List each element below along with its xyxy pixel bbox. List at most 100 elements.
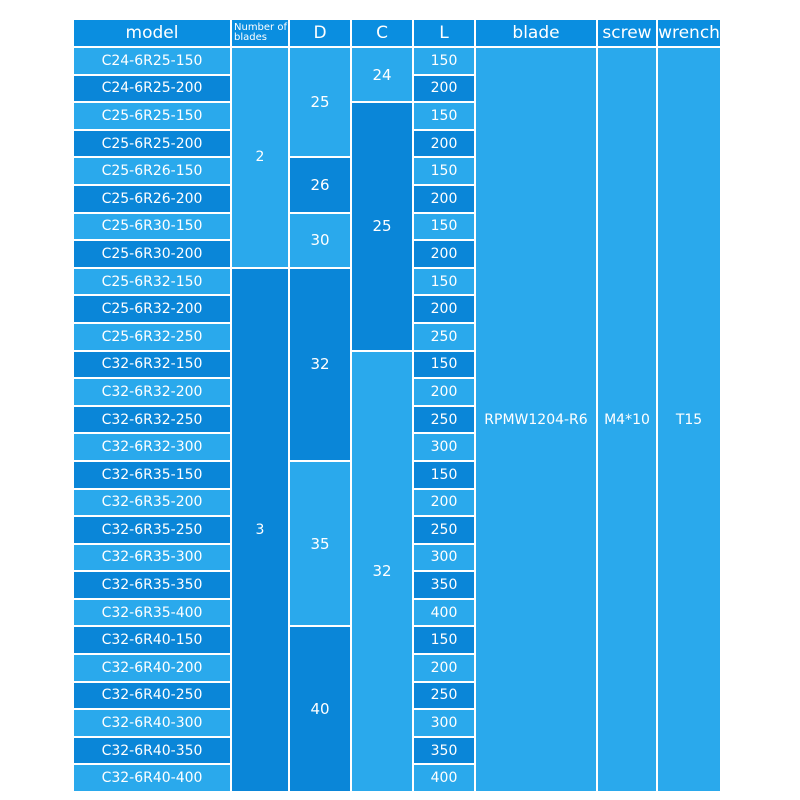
model-cell: C25-6R32-250 — [74, 323, 230, 350]
model-cell: C25-6R30-150 — [74, 213, 230, 240]
model-cell: C25-6R32-150 — [74, 268, 230, 295]
model-cell: C32-6R35-400 — [74, 599, 230, 626]
l-cell: 400 — [414, 599, 474, 626]
table-body: C24-6R25-150 2 25 24 150 RPMW1204-R6 M4*10 T15 C… — [74, 48, 720, 792]
blades-cell: 3 — [232, 268, 288, 792]
wrench-cell: T15 — [658, 48, 720, 792]
table-row: C32-6R35-150 35 150 — [74, 461, 720, 626]
table-row: C25-6R26-150 26 150 — [74, 158, 720, 212]
d-cell: 26 — [290, 158, 350, 212]
model-cell: C25-6R32-200 — [74, 296, 230, 322]
d-cell: 32 — [290, 268, 350, 460]
model-cell: C25-6R26-200 — [74, 185, 230, 212]
model-cell: C32-6R40-400 — [74, 765, 230, 792]
l-cell: 200 — [414, 241, 474, 267]
table-row: C25-6R32-200 200 — [74, 296, 720, 322]
l-cell: 200 — [414, 185, 474, 212]
model-cell: C32-6R35-300 — [74, 544, 230, 571]
c-cell: 24 — [352, 48, 412, 102]
model-cell: C24-6R25-150 — [74, 48, 230, 74]
l-cell: 300 — [414, 544, 474, 571]
d-cell: 40 — [290, 627, 350, 792]
l-cell: 200 — [414, 130, 474, 157]
model-cell: C32-6R40-200 — [74, 655, 230, 681]
l-cell: 200 — [414, 379, 474, 405]
table-row: C32-6R35-350 350 — [74, 572, 720, 598]
table-row: C32-6R35-200 200 — [74, 489, 720, 516]
l-cell: 150 — [414, 268, 474, 295]
table-row: C25-6R25-150 25 150 — [74, 103, 720, 350]
table-row: C24-6R25-200 200 — [74, 75, 720, 102]
c-cell: 25 — [352, 103, 412, 350]
model-cell: C32-6R35-250 — [74, 517, 230, 543]
table-row: C32-6R40-350 350 — [74, 737, 720, 764]
model-cell: C32-6R40-250 — [74, 682, 230, 709]
table-row: C32-6R35-300 300 — [74, 544, 720, 571]
model-cell: C25-6R25-200 — [74, 130, 230, 157]
model-cell: C32-6R40-300 — [74, 710, 230, 736]
model-cell: C32-6R32-200 — [74, 379, 230, 405]
table-row: C32-6R35-400 400 — [74, 599, 720, 626]
l-cell: 350 — [414, 572, 474, 598]
table-row: C32-6R32-250 250 — [74, 406, 720, 433]
table-row: C32-6R32-150 32 150 — [74, 351, 720, 792]
model-cell: C32-6R35-150 — [74, 461, 230, 488]
l-cell: 150 — [414, 461, 474, 488]
screw-cell: M4*10 — [598, 48, 656, 792]
header-l: L — [414, 20, 474, 46]
l-cell: 150 — [414, 103, 474, 129]
table-row: C32-6R40-400 400 — [74, 765, 720, 792]
model-cell: C32-6R32-300 — [74, 434, 230, 460]
model-cell: C24-6R25-200 — [74, 75, 230, 102]
table-row: C32-6R35-250 250 — [74, 517, 720, 543]
l-cell: 150 — [414, 213, 474, 240]
header-c: C — [352, 20, 412, 46]
model-cell: C32-6R32-150 — [74, 351, 230, 378]
blade-cell: RPMW1204-R6 — [476, 48, 596, 792]
table-row: C32-6R40-250 250 — [74, 682, 720, 709]
header-d: D — [290, 20, 350, 46]
header-screw: screw — [598, 20, 656, 46]
l-cell: 300 — [414, 434, 474, 460]
table-row: C25-6R30-150 30 150 — [74, 213, 720, 267]
l-cell: 150 — [414, 48, 474, 74]
l-cell: 150 — [414, 627, 474, 654]
d-cell: 35 — [290, 461, 350, 626]
table-row: C25-6R32-150 3 32 150 — [74, 268, 720, 792]
l-cell: 250 — [414, 517, 474, 543]
model-cell: C25-6R26-150 — [74, 158, 230, 184]
l-cell: 200 — [414, 489, 474, 516]
l-cell: 200 — [414, 75, 474, 102]
table-row: C32-6R40-200 200 — [74, 655, 720, 681]
table-row: C32-6R40-300 300 — [74, 710, 720, 736]
model-cell: C25-6R30-200 — [74, 241, 230, 267]
model-cell: C32-6R40-350 — [74, 737, 230, 764]
model-cell: C32-6R35-350 — [74, 572, 230, 598]
l-cell: 400 — [414, 765, 474, 792]
l-cell: 250 — [414, 682, 474, 709]
header-wrench: wrench — [658, 20, 720, 46]
l-cell: 150 — [414, 158, 474, 184]
spec-table: model Number of blades D C L blade screw… — [72, 18, 722, 793]
d-cell: 25 — [290, 48, 350, 157]
header-row: model Number of blades D C L blade screw… — [74, 20, 720, 46]
l-cell: 300 — [414, 710, 474, 736]
header-model: model — [74, 20, 230, 46]
table-row: C25-6R25-200 200 — [74, 130, 720, 157]
l-cell: 250 — [414, 323, 474, 350]
table-row: C32-6R40-150 40 150 — [74, 627, 720, 792]
l-cell: 150 — [414, 351, 474, 378]
model-cell: C32-6R35-200 — [74, 489, 230, 516]
model-cell: C32-6R40-150 — [74, 627, 230, 654]
header-number-of-blades: Number of blades — [232, 20, 288, 46]
table-row: C32-6R32-300 300 — [74, 434, 720, 460]
table-row: C24-6R25-150 2 25 24 150 RPMW1204-R6 M4*10 T15 — [74, 48, 720, 792]
l-cell: 350 — [414, 737, 474, 764]
l-cell: 200 — [414, 296, 474, 322]
table-row: C25-6R26-200 200 — [74, 185, 720, 212]
l-cell: 250 — [414, 406, 474, 433]
c-cell: 32 — [352, 351, 412, 792]
l-cell: 200 — [414, 655, 474, 681]
d-cell: 30 — [290, 213, 350, 267]
header-blade: blade — [476, 20, 596, 46]
